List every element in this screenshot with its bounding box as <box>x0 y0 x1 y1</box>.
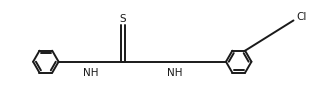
Text: Cl: Cl <box>297 12 307 22</box>
Text: S: S <box>120 14 126 24</box>
Text: NH: NH <box>83 68 98 78</box>
Text: NH: NH <box>167 68 182 78</box>
